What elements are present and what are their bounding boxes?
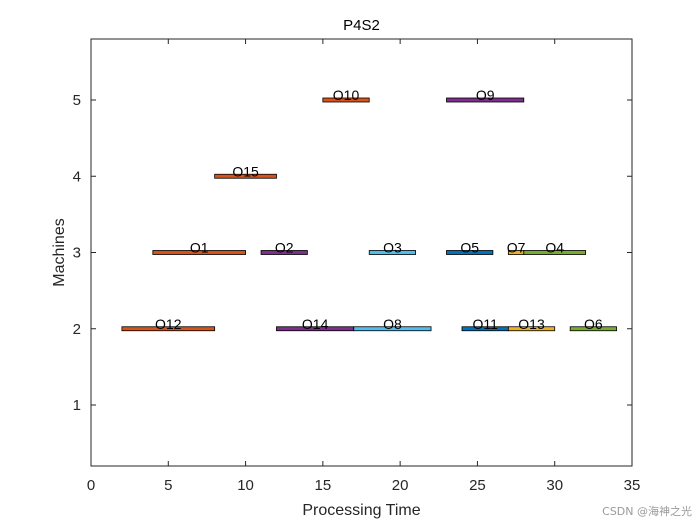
task-label-o11: O11 xyxy=(472,316,498,332)
task-bar-o12 xyxy=(121,326,216,332)
task-label-o12: O12 xyxy=(155,316,182,332)
y-axis-ticks: 1 2 3 4 5 xyxy=(73,92,632,414)
x-tick-label: 35 xyxy=(624,477,641,494)
x-tick-label: 30 xyxy=(546,477,563,494)
task-bar-o5 xyxy=(446,250,494,255)
task-label-o15: O15 xyxy=(232,163,259,179)
task-label-o6: O6 xyxy=(584,316,603,332)
task-label-o9: O9 xyxy=(476,87,495,103)
task-label-o3: O3 xyxy=(383,240,402,256)
task-bar-o15 xyxy=(214,173,277,179)
x-tick-label: 10 xyxy=(237,477,254,494)
task-label-o4: O4 xyxy=(545,240,564,256)
task-bar-o10 xyxy=(322,97,370,103)
x-tick-label: 5 xyxy=(164,477,172,494)
task-bar-o13 xyxy=(507,326,556,332)
task-bar-o4 xyxy=(523,250,587,255)
y-tick-label: 4 xyxy=(73,168,81,185)
x-tick-label: 15 xyxy=(315,477,332,494)
task-label-o13: O13 xyxy=(518,316,545,332)
x-tick-label: 0 xyxy=(87,477,95,494)
chart-title: P4S2 xyxy=(343,17,380,34)
y-tick-label: 1 xyxy=(73,397,81,414)
task-bars: O12 O14 O8 O11 O13 O6 O1 O2 O3 O5 O7 O4 O15 O10 O9 xyxy=(121,87,617,332)
task-label-o5: O5 xyxy=(460,240,479,256)
x-tick-label: 25 xyxy=(469,477,486,494)
x-tick-label: 20 xyxy=(392,477,409,494)
task-bar-o2 xyxy=(260,250,308,255)
task-bar-o8 xyxy=(353,326,432,332)
task-label-o14: O14 xyxy=(302,316,329,332)
task-label-o8: O8 xyxy=(383,316,402,332)
x-axis-ticks: 0 5 10 15 20 25 30 35 xyxy=(87,39,641,494)
watermark-text: CSDN @海神之光 xyxy=(602,505,692,518)
task-label-o7: O7 xyxy=(507,240,526,256)
task-label-o10: O10 xyxy=(333,87,360,103)
task-bar-o9 xyxy=(446,97,525,103)
task-label-o1: O1 xyxy=(190,240,209,256)
y-tick-label: 5 xyxy=(73,92,81,109)
y-tick-label: 3 xyxy=(73,245,81,262)
y-axis-label: Machines xyxy=(51,218,68,286)
task-bar-o1 xyxy=(152,250,246,255)
task-label-o2: O2 xyxy=(275,240,294,256)
task-bar-o6 xyxy=(569,326,617,332)
x-axis-label: Processing Time xyxy=(302,502,420,519)
task-bar-o3 xyxy=(368,250,417,255)
y-tick-label: 2 xyxy=(73,321,81,338)
